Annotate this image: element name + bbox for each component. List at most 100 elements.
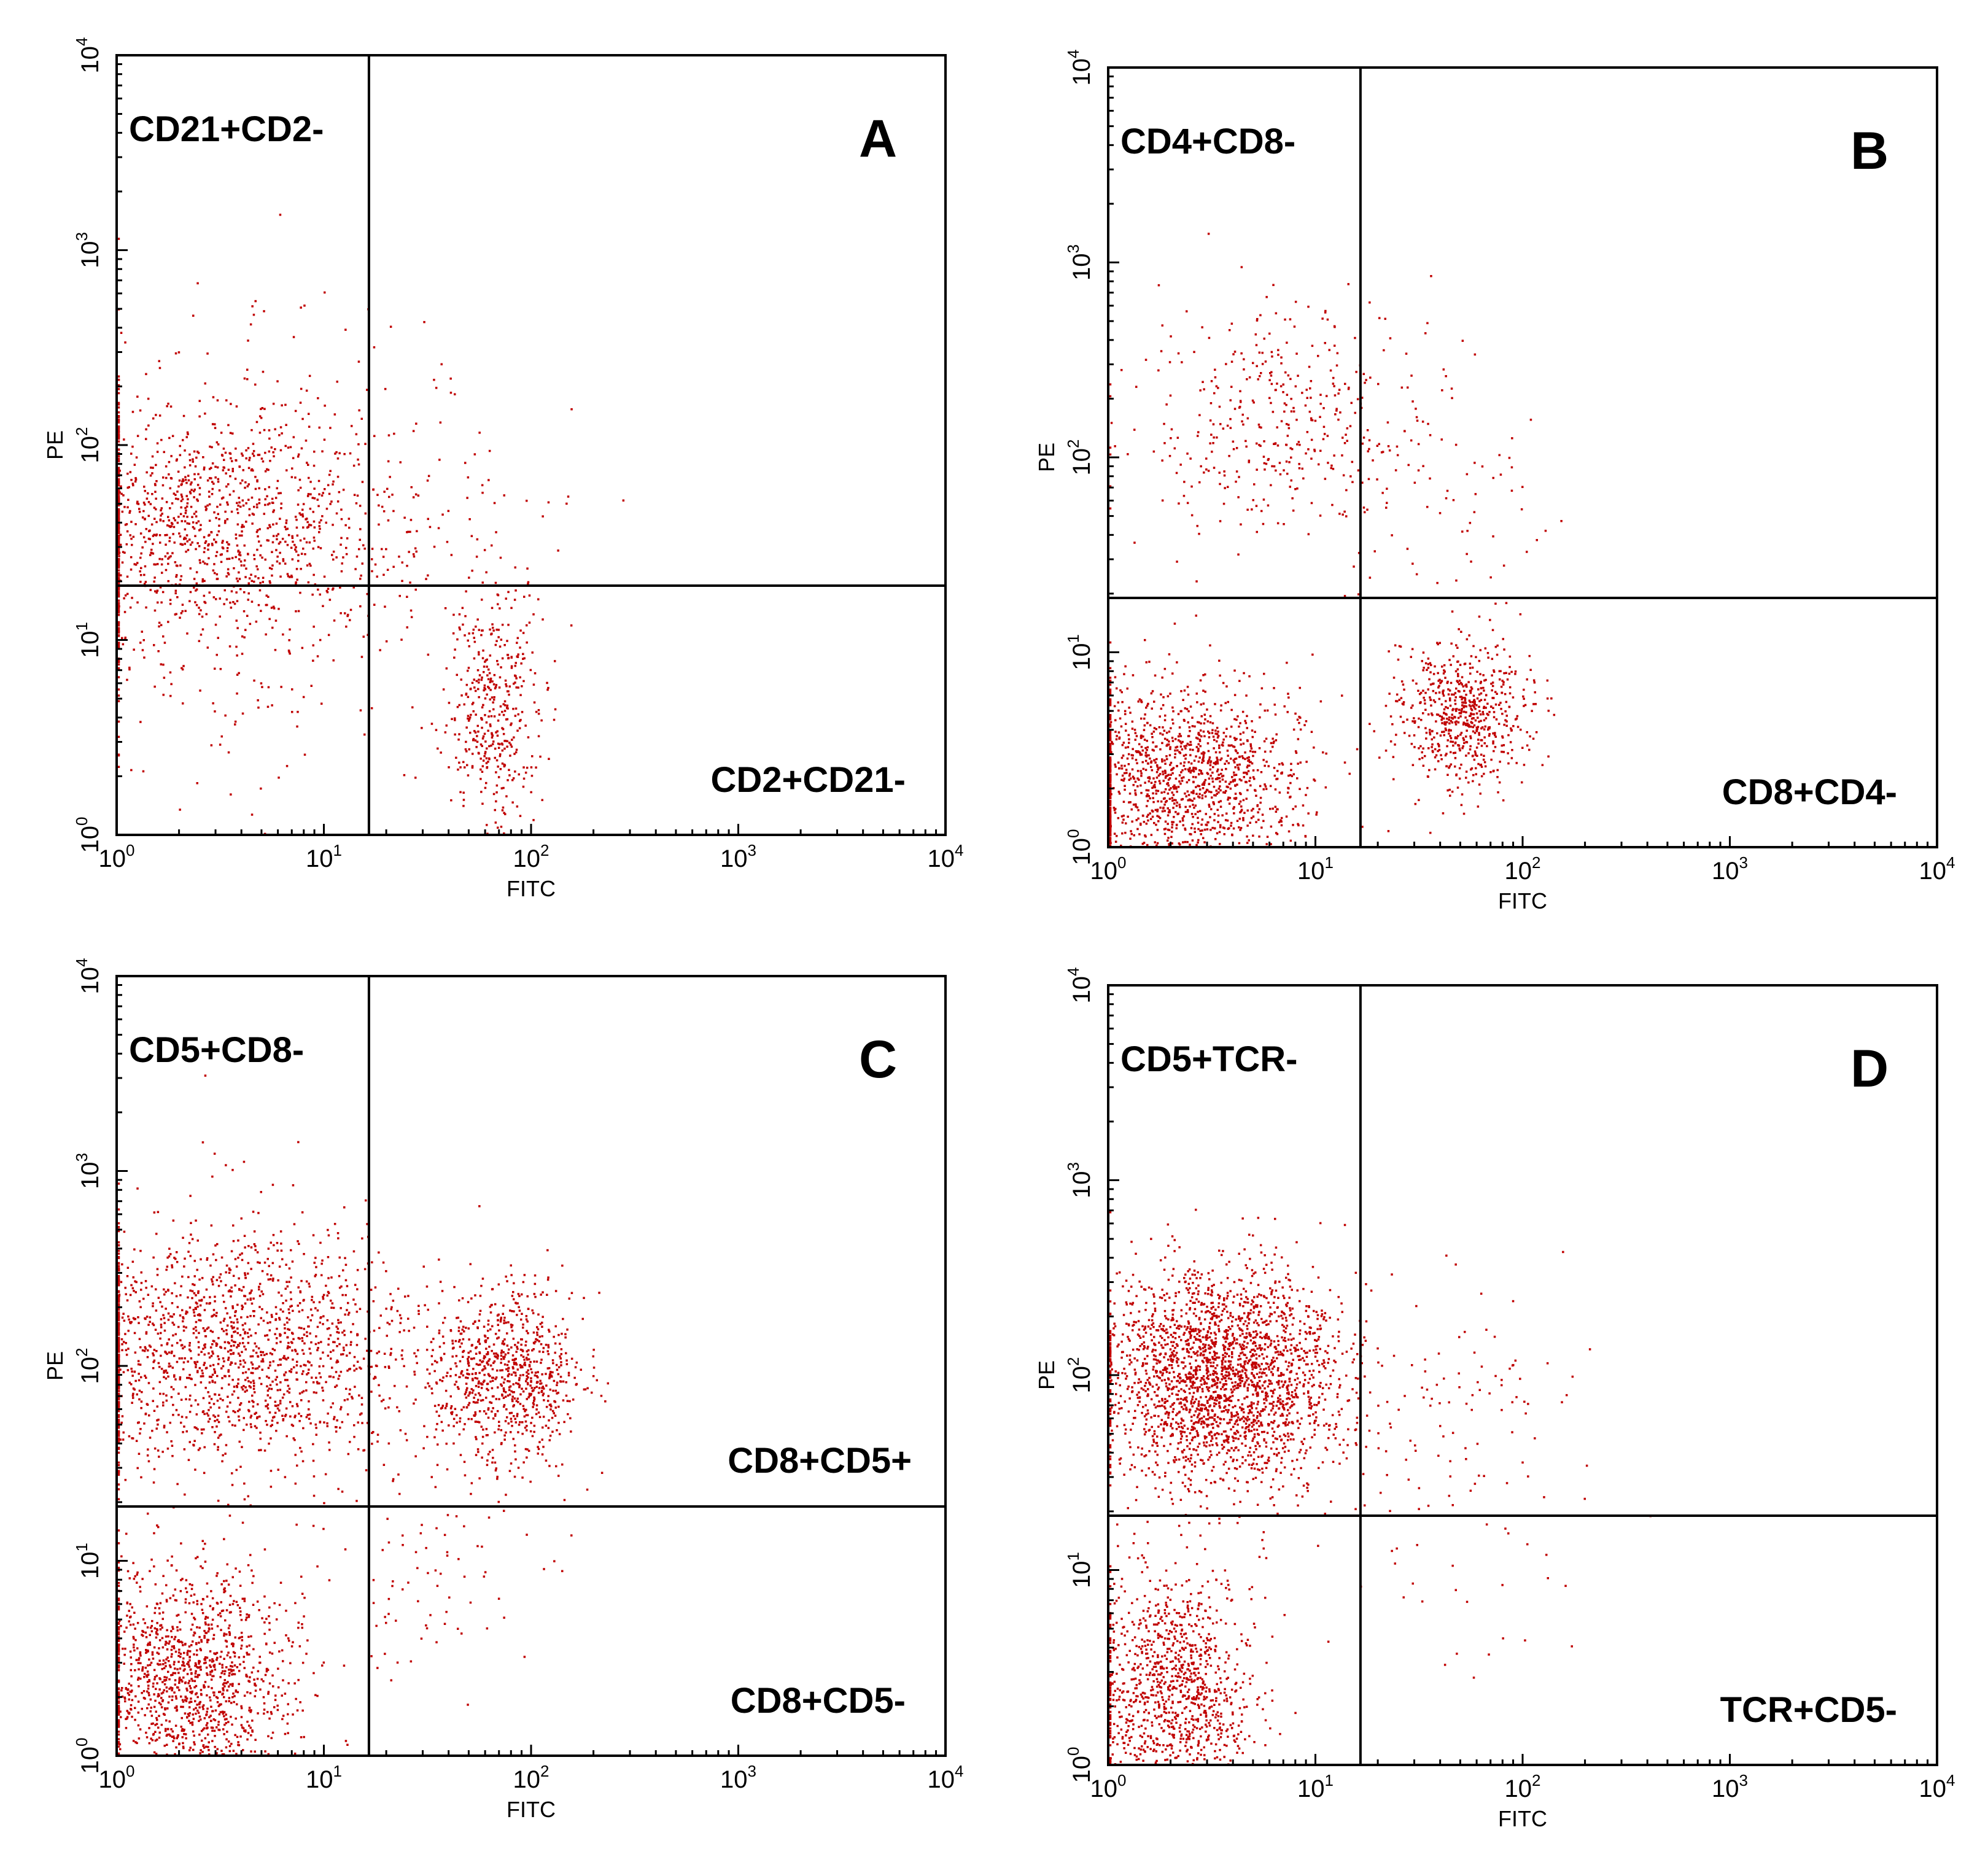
event-dot	[1124, 713, 1127, 715]
event-dot	[1443, 708, 1446, 711]
event-dot	[501, 657, 504, 660]
event-dot	[1113, 832, 1116, 835]
event-dot	[242, 469, 244, 471]
event-dot	[1134, 789, 1136, 792]
event-dot	[1399, 645, 1402, 648]
event-dot	[1271, 355, 1273, 358]
event-dot	[1474, 732, 1477, 734]
event-dot	[1146, 843, 1149, 847]
panel-a-frame	[115, 54, 947, 836]
event-dot	[216, 466, 219, 469]
event-dot	[212, 702, 214, 705]
event-dot	[1486, 745, 1488, 748]
event-dot	[491, 732, 493, 735]
event-dot	[1285, 444, 1288, 446]
event-dot	[501, 624, 504, 626]
event-dot	[1456, 668, 1459, 671]
event-dot	[1237, 768, 1240, 771]
event-dot	[197, 452, 200, 454]
event-dot	[1109, 837, 1112, 839]
event-dot	[1424, 691, 1427, 694]
event-dot	[1234, 797, 1237, 800]
event-dot	[1229, 781, 1232, 783]
event-dot	[448, 1424, 450, 1427]
event-dot	[122, 494, 125, 497]
event-dot	[1173, 447, 1176, 450]
event-dot	[462, 623, 464, 626]
event-dot	[1162, 726, 1164, 729]
event-dot	[185, 534, 188, 537]
event-dot	[1114, 445, 1116, 448]
event-dot	[170, 522, 173, 524]
event-dot	[229, 432, 232, 435]
event-dot	[1151, 815, 1154, 818]
event-dot	[210, 467, 212, 469]
event-dot	[1114, 763, 1116, 766]
event-dot	[195, 582, 198, 585]
event-dot	[196, 1428, 199, 1430]
event-dot	[1190, 833, 1192, 836]
event-dot	[1201, 783, 1204, 786]
event-dot	[1138, 751, 1141, 754]
event-dot	[1210, 433, 1213, 436]
event-dot	[1485, 707, 1487, 709]
event-dot	[336, 1360, 340, 1363]
event-dot	[130, 537, 133, 540]
event-dot	[1165, 800, 1168, 802]
event-dot	[500, 826, 503, 828]
event-dot	[158, 625, 160, 628]
event-dot	[1279, 820, 1283, 823]
event-dot	[198, 640, 201, 642]
event-dot	[1169, 692, 1171, 695]
event-dot	[1147, 819, 1149, 822]
event-dot	[1173, 784, 1176, 787]
event-dot	[197, 1341, 200, 1343]
event-dot	[238, 534, 241, 537]
event-dot	[1460, 804, 1463, 807]
event-dot	[1190, 485, 1193, 488]
event-dot	[342, 489, 345, 491]
event-dot	[300, 306, 302, 309]
event-dot	[141, 546, 144, 549]
event-dot	[1152, 792, 1154, 795]
event-dot	[348, 518, 351, 520]
event-dot	[1361, 826, 1364, 828]
event-dot	[280, 507, 282, 510]
event-dot	[1241, 755, 1244, 758]
event-dot	[426, 479, 429, 482]
event-dot	[1506, 678, 1509, 681]
event-dot	[257, 577, 260, 580]
event-dot	[376, 494, 379, 496]
event-dot	[1171, 791, 1173, 794]
event-dot	[1296, 487, 1299, 490]
event-dot	[1357, 552, 1361, 554]
event-dot	[1440, 703, 1443, 706]
event-dot	[1457, 721, 1460, 724]
event-dot	[266, 527, 269, 530]
event-dot	[1199, 679, 1202, 682]
event-dot	[1223, 827, 1226, 829]
event-dot	[255, 620, 258, 623]
event-dot	[1181, 769, 1184, 772]
event-dot	[1240, 266, 1243, 268]
event-dot	[329, 470, 332, 472]
event-dot	[1357, 593, 1360, 595]
event-dot	[1218, 744, 1221, 747]
event-dot	[1219, 759, 1222, 761]
event-dot	[117, 430, 120, 433]
event-dot	[181, 498, 184, 500]
event-dot	[185, 510, 187, 512]
event-dot	[1230, 726, 1233, 728]
event-dot	[1200, 729, 1202, 732]
event-dot	[1124, 746, 1127, 749]
event-dot	[1448, 729, 1450, 732]
event-dot	[1414, 802, 1417, 805]
event-dot	[494, 687, 497, 689]
event-dot	[1253, 483, 1256, 486]
event-dot	[1172, 786, 1175, 788]
event-dot	[1131, 768, 1134, 771]
panel-a-population-2	[414, 538, 573, 836]
event-dot	[1120, 778, 1123, 781]
event-dot	[1415, 573, 1418, 576]
event-dot	[324, 488, 326, 490]
